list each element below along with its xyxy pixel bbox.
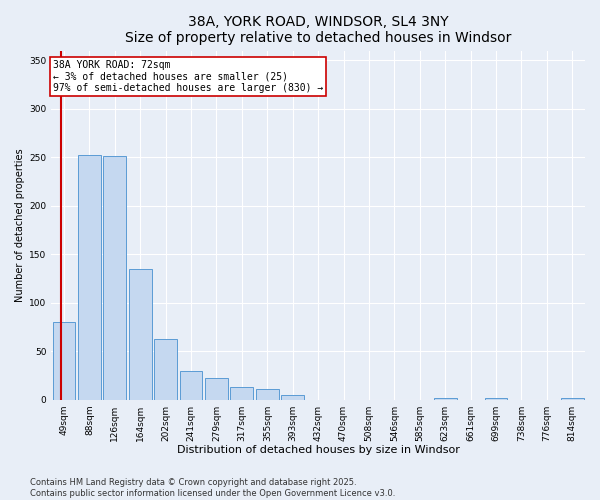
Bar — [154, 340, 177, 400]
Text: Contains HM Land Registry data © Crown copyright and database right 2025.
Contai: Contains HM Land Registry data © Crown c… — [30, 478, 395, 498]
Bar — [78, 156, 101, 400]
Text: 38A YORK ROAD: 72sqm
← 3% of detached houses are smaller (25)
97% of semi-detach: 38A YORK ROAD: 72sqm ← 3% of detached ho… — [53, 60, 323, 94]
Bar — [434, 398, 457, 400]
Title: 38A, YORK ROAD, WINDSOR, SL4 3NY
Size of property relative to detached houses in: 38A, YORK ROAD, WINDSOR, SL4 3NY Size of… — [125, 15, 511, 45]
Bar — [205, 378, 228, 400]
Y-axis label: Number of detached properties: Number of detached properties — [15, 148, 25, 302]
Bar — [103, 156, 126, 400]
Bar — [179, 370, 202, 400]
Bar — [281, 394, 304, 400]
Bar — [256, 389, 279, 400]
Bar — [129, 268, 152, 400]
Bar — [561, 398, 584, 400]
Bar — [485, 398, 508, 400]
Bar — [230, 387, 253, 400]
X-axis label: Distribution of detached houses by size in Windsor: Distribution of detached houses by size … — [177, 445, 460, 455]
Bar — [53, 322, 76, 400]
